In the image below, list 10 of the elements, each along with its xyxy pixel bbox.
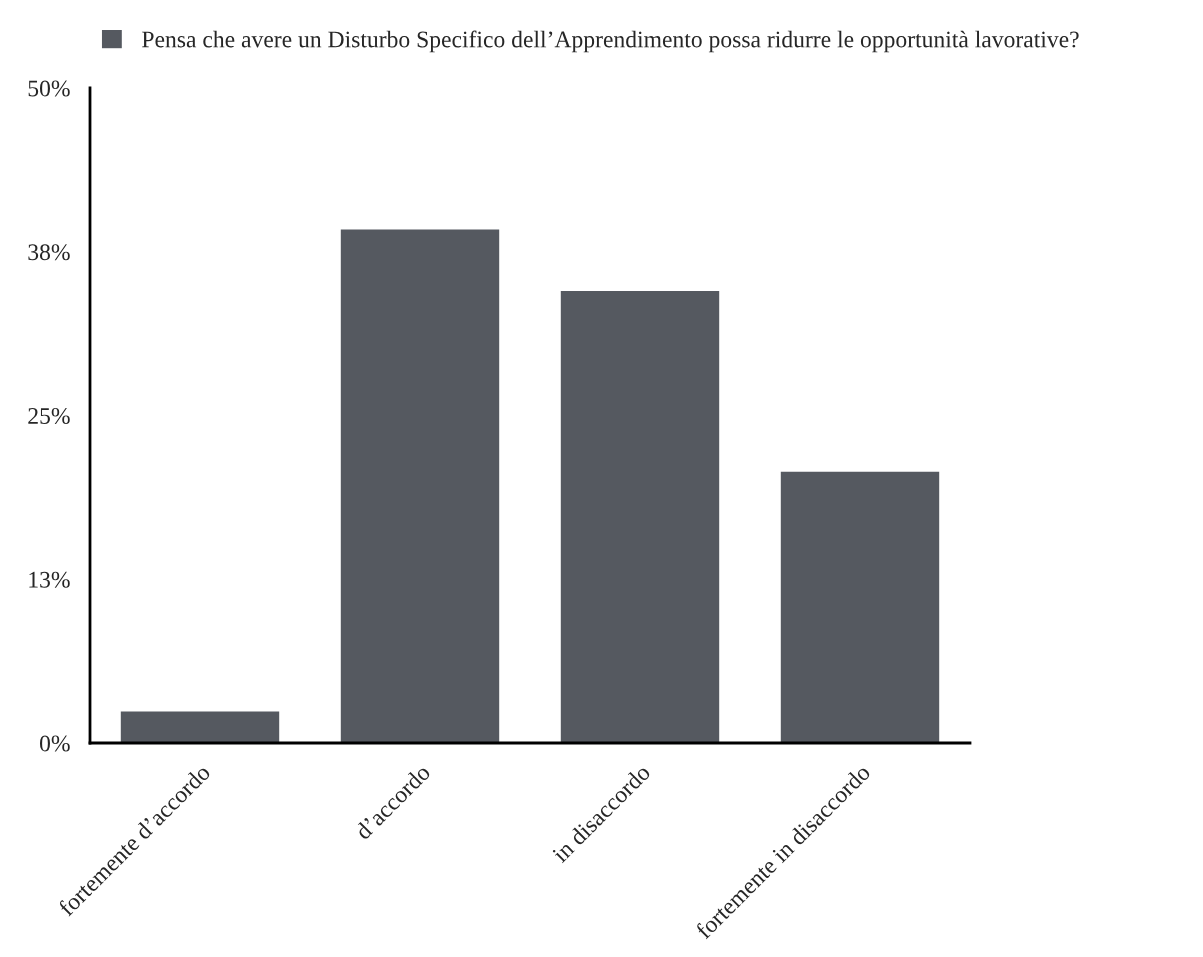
legend-label: Pensa che avere un Disturbo Specifico dell’Apprendimento possa ridurre le opportunità lavorative? (142, 30, 1079, 53)
bar (340, 229, 500, 743)
y-tick-label: 0% (39, 735, 70, 752)
bar (560, 291, 720, 743)
y-tick-label: 25% (28, 407, 70, 424)
bar (780, 471, 940, 743)
y-tick-label: 13% (29, 571, 70, 588)
y-tick-label: 38% (28, 244, 70, 261)
y-tick-label: 50% (28, 80, 70, 97)
bar (120, 711, 280, 743)
